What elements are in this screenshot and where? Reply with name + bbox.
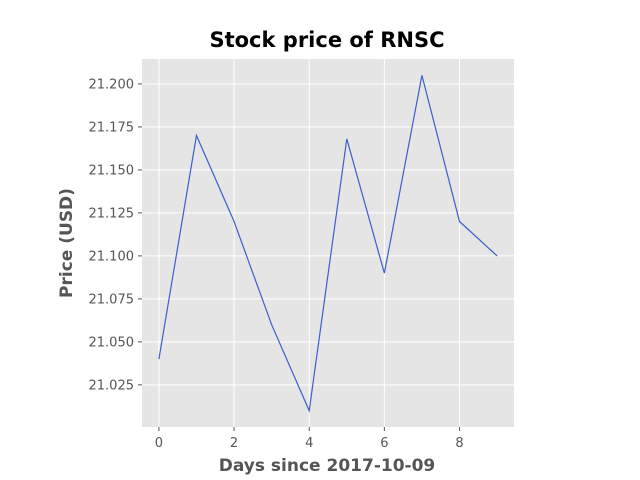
grid-lines bbox=[142, 59, 514, 427]
y-tick-label: 21.075 bbox=[89, 292, 135, 307]
y-tick-label: 21.150 bbox=[89, 163, 135, 178]
y-tick-label: 21.175 bbox=[89, 120, 135, 135]
x-tick-label: 0 bbox=[155, 436, 163, 451]
y-tick-label: 21.025 bbox=[89, 378, 135, 393]
tick-marks bbox=[138, 83, 461, 431]
y-tick-label: 21.125 bbox=[89, 206, 135, 221]
series-line-0 bbox=[158, 75, 498, 413]
chart-title: Stock price of RNSC bbox=[209, 28, 444, 52]
x-tick-label: 2 bbox=[230, 436, 238, 451]
y-tick-label: 21.050 bbox=[89, 335, 135, 350]
y-axis-label: Price (USD) bbox=[57, 188, 77, 298]
series-layer bbox=[158, 75, 498, 413]
plot-area bbox=[142, 59, 514, 427]
x-axis-label: Days since 2017-10-09 bbox=[219, 456, 436, 476]
x-tick-label: 6 bbox=[380, 436, 388, 451]
y-tick-label: 21.100 bbox=[89, 249, 135, 264]
y-tick-label: 21.200 bbox=[89, 77, 135, 92]
x-tick-label: 4 bbox=[305, 436, 313, 451]
x-tick-label: 8 bbox=[455, 436, 463, 451]
